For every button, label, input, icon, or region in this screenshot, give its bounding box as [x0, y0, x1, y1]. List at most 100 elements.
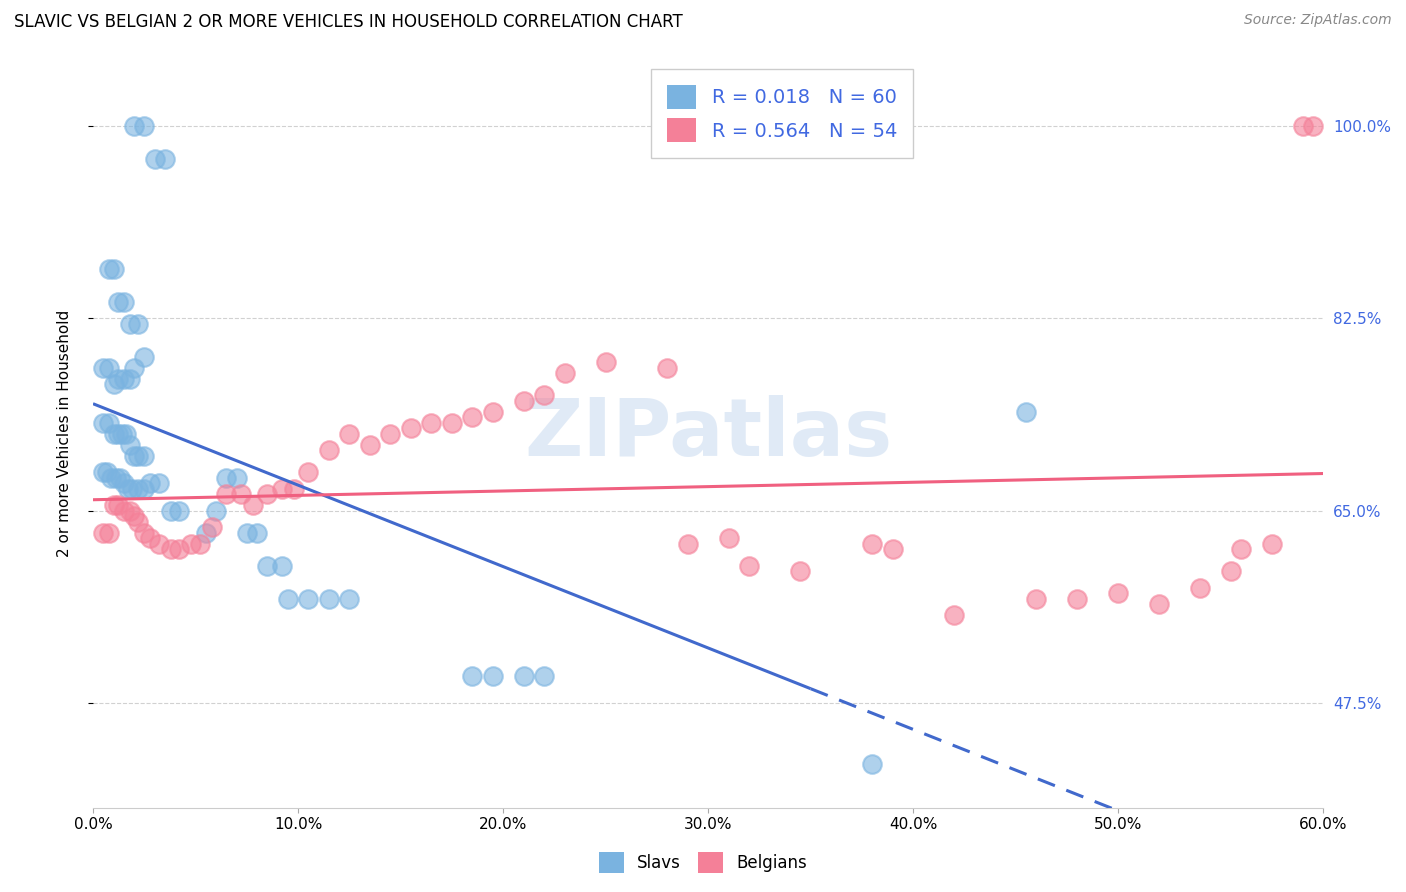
Point — [359, 437, 381, 451]
Point — [103, 498, 125, 512]
Point — [91, 360, 114, 375]
Point — [215, 487, 238, 501]
Point — [127, 515, 149, 529]
Point — [533, 388, 555, 402]
Point — [229, 487, 252, 501]
Point — [1025, 591, 1047, 606]
Point — [337, 591, 360, 606]
Point — [160, 542, 183, 557]
Point — [100, 470, 122, 484]
Point — [114, 426, 136, 441]
Point — [91, 465, 114, 479]
Point — [246, 525, 269, 540]
Point — [236, 525, 259, 540]
Point — [201, 520, 224, 534]
Legend: Slavs, Belgians: Slavs, Belgians — [592, 846, 814, 880]
Point — [167, 542, 190, 557]
Point — [148, 536, 170, 550]
Point — [270, 558, 292, 573]
Point — [194, 525, 217, 540]
Point — [1261, 536, 1284, 550]
Point — [1189, 581, 1212, 595]
Point — [117, 482, 139, 496]
Point — [318, 591, 340, 606]
Point — [127, 449, 149, 463]
Point — [1220, 564, 1243, 578]
Point — [122, 449, 145, 463]
Point — [103, 261, 125, 276]
Point — [512, 668, 534, 682]
Point — [134, 449, 156, 463]
Point — [789, 564, 811, 578]
Point — [98, 360, 121, 375]
Legend: R = 0.018   N = 60, R = 0.564   N = 54: R = 0.018 N = 60, R = 0.564 N = 54 — [651, 70, 912, 158]
Point — [860, 756, 883, 771]
Point — [180, 536, 202, 550]
Point — [1230, 542, 1253, 557]
Point — [112, 371, 135, 385]
Point — [860, 536, 883, 550]
Point — [595, 355, 617, 369]
Point — [112, 476, 135, 491]
Point — [91, 416, 114, 430]
Text: SLAVIC VS BELGIAN 2 OR MORE VEHICLES IN HOUSEHOLD CORRELATION CHART: SLAVIC VS BELGIAN 2 OR MORE VEHICLES IN … — [14, 13, 683, 31]
Point — [121, 482, 143, 496]
Point — [461, 410, 484, 425]
Point — [96, 465, 118, 479]
Point — [118, 317, 141, 331]
Point — [134, 350, 156, 364]
Point — [107, 426, 129, 441]
Text: ZIPatlas: ZIPatlas — [524, 394, 893, 473]
Point — [118, 371, 141, 385]
Point — [270, 482, 292, 496]
Point — [277, 591, 299, 606]
Point — [882, 542, 904, 557]
Point — [1302, 119, 1324, 133]
Point — [134, 525, 156, 540]
Point — [107, 371, 129, 385]
Point — [108, 470, 131, 484]
Point — [1066, 591, 1088, 606]
Point — [256, 558, 278, 573]
Point — [225, 470, 247, 484]
Point — [118, 503, 141, 517]
Point — [1107, 586, 1129, 600]
Point — [134, 482, 156, 496]
Point — [122, 360, 145, 375]
Point — [188, 536, 211, 550]
Point — [143, 152, 166, 166]
Point — [337, 426, 360, 441]
Point — [297, 591, 319, 606]
Point — [738, 558, 761, 573]
Point — [139, 476, 162, 491]
Point — [148, 476, 170, 491]
Point — [399, 421, 422, 435]
Point — [107, 498, 129, 512]
Point — [215, 470, 238, 484]
Point — [153, 152, 176, 166]
Point — [122, 119, 145, 133]
Point — [1015, 404, 1038, 418]
Point — [103, 426, 125, 441]
Point — [461, 668, 484, 682]
Point — [160, 503, 183, 517]
Point — [98, 525, 121, 540]
Point — [1292, 119, 1315, 133]
Point — [533, 668, 555, 682]
Point — [420, 416, 443, 430]
Point — [943, 608, 966, 623]
Point — [98, 261, 121, 276]
Point — [440, 416, 463, 430]
Point — [134, 119, 156, 133]
Point — [139, 531, 162, 545]
Point — [554, 366, 576, 380]
Point — [205, 503, 228, 517]
Point — [512, 393, 534, 408]
Y-axis label: 2 or more Vehicles in Household: 2 or more Vehicles in Household — [58, 310, 72, 558]
Point — [676, 536, 699, 550]
Point — [1147, 597, 1170, 611]
Point — [122, 509, 145, 524]
Point — [242, 498, 264, 512]
Point — [127, 482, 149, 496]
Point — [107, 294, 129, 309]
